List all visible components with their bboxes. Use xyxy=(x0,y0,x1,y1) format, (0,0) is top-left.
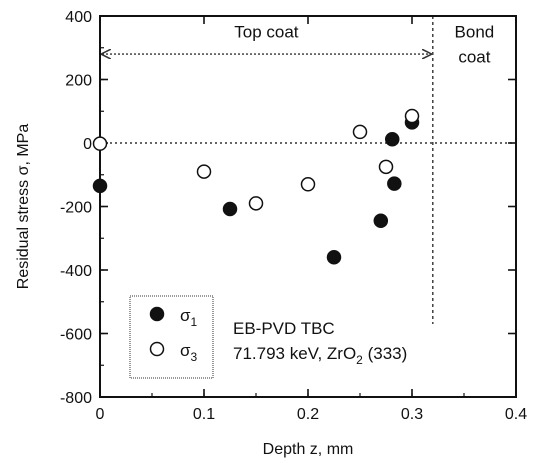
y-tick-label: 200 xyxy=(65,73,92,90)
info-reflection-suffix: (333) xyxy=(363,344,407,363)
data-point-sigma-1 xyxy=(373,213,389,229)
data-point-sigma-3 xyxy=(352,124,368,140)
info-zro2-subscript: 2 xyxy=(356,353,363,367)
info-energy-prefix: 71.793 keV, ZrO xyxy=(233,344,356,363)
data-point-sigma-3 xyxy=(404,108,420,124)
bond-coat-label-line-2: coat xyxy=(458,47,490,66)
x-tick-label: 0.3 xyxy=(401,406,423,423)
x-tick-label: 0.4 xyxy=(505,406,527,423)
legend-sigma-1-subscript: 1 xyxy=(191,315,198,329)
data-points xyxy=(92,108,420,265)
data-point-sigma-1 xyxy=(384,131,400,147)
y-tick-label: -200 xyxy=(60,200,92,217)
legend-marker-sigma-3 xyxy=(149,341,165,357)
data-point-sigma-1 xyxy=(222,201,238,217)
y-tick-label: -600 xyxy=(60,327,92,344)
legend-sigma-3-symbol: σ xyxy=(180,341,191,360)
y-tick-label: 400 xyxy=(65,9,92,26)
data-point-sigma-3 xyxy=(300,177,316,192)
legend-sigma-1-symbol: σ xyxy=(180,306,191,325)
y-axis-ticks: -800 -600 -400 -200 0 200 400 xyxy=(60,9,516,407)
legend-sigma-3-subscript: 3 xyxy=(191,350,198,364)
x-axis-title: Depth z, mm xyxy=(263,441,354,458)
legend-label-sigma-1: σ1 xyxy=(180,306,198,329)
data-point-sigma-1 xyxy=(92,178,108,194)
top-coat-label: Top coat xyxy=(234,23,299,42)
y-tick-label: -800 xyxy=(60,390,92,407)
y-axis-title: Residual stress σ, MPa xyxy=(15,124,32,290)
data-point-sigma-1 xyxy=(326,250,342,265)
data-point-sigma-3 xyxy=(92,136,108,151)
x-tick-label: 0 xyxy=(96,406,105,423)
info-energy-reflection-label: 71.793 keV, ZrO2 (333) xyxy=(233,344,407,367)
y-tick-label: -400 xyxy=(60,263,92,280)
legend-box xyxy=(129,295,214,379)
x-tick-label: 0.1 xyxy=(193,406,215,423)
x-tick-label: 0.2 xyxy=(297,406,319,423)
info-sample-label: EB-PVD TBC xyxy=(233,319,335,338)
data-point-sigma-3 xyxy=(378,159,394,175)
x-axis-ticks: 0 0.1 0.2 0.3 0.4 xyxy=(96,16,527,423)
data-point-sigma-3 xyxy=(248,196,264,211)
bond-coat-label-line-1: Bond xyxy=(455,23,495,42)
legend-marker-sigma-1 xyxy=(149,306,165,322)
data-point-sigma-3 xyxy=(196,164,212,179)
legend-label-sigma-3: σ3 xyxy=(180,341,198,364)
y-tick-label: 0 xyxy=(83,136,92,153)
data-point-sigma-1 xyxy=(387,176,402,191)
